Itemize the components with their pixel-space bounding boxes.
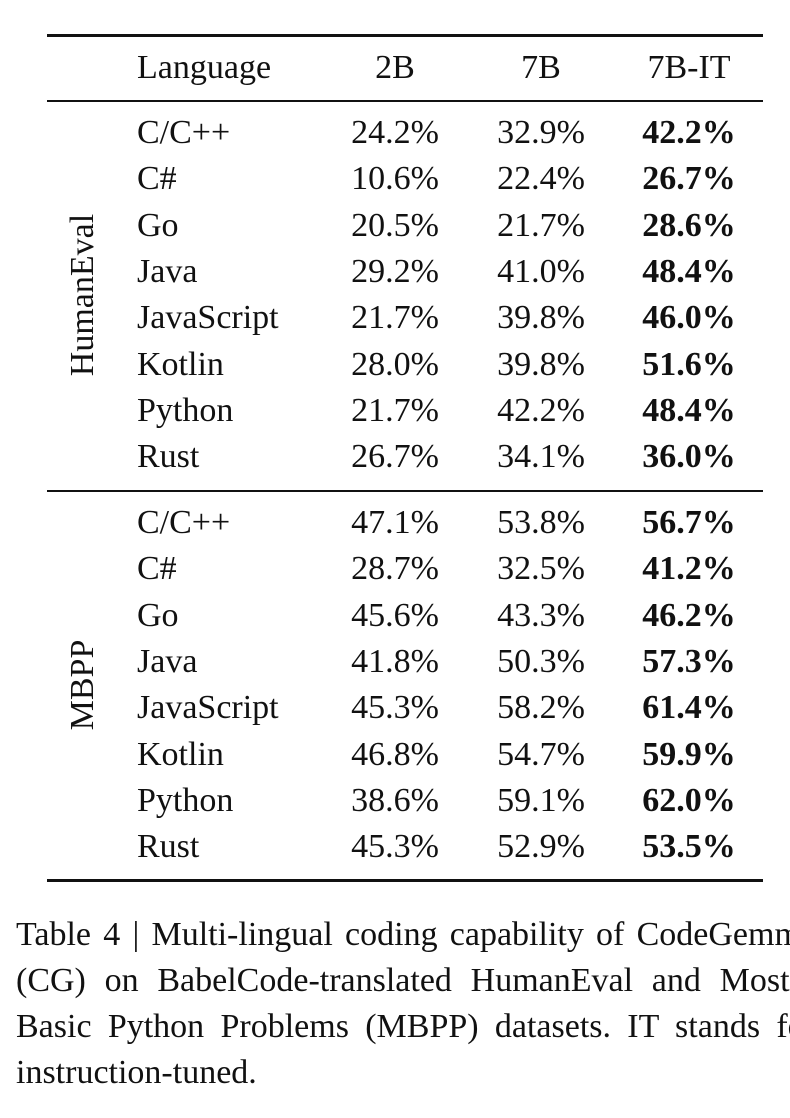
top-rule [47, 34, 763, 37]
column-header: Language [137, 49, 272, 86]
score: 41.2% [642, 550, 736, 588]
score: 29.2% [351, 252, 439, 290]
score: 42.2% [497, 391, 585, 429]
score: 43.3% [497, 596, 585, 634]
score: 39.8% [497, 345, 585, 383]
score: 26.7% [351, 438, 439, 476]
score: 46.8% [351, 735, 439, 773]
column-header: 7B-IT [647, 49, 731, 86]
score: 32.9% [497, 114, 585, 151]
score: 36.0% [642, 438, 736, 476]
score: 24.2% [351, 114, 439, 151]
score: 45.3% [351, 689, 439, 727]
score: 10.6% [351, 160, 439, 198]
score: 46.2% [642, 596, 736, 634]
language: Kotlin [137, 735, 224, 773]
language: Go [137, 596, 179, 634]
language: Python [137, 391, 234, 429]
language: Rust [137, 438, 200, 476]
score: 28.6% [642, 206, 736, 244]
score: 53.5% [642, 828, 736, 866]
group-label: MBPP [64, 639, 101, 731]
score: 28.7% [351, 550, 439, 588]
column-header: 7B [521, 49, 561, 86]
language: Java [137, 642, 198, 680]
score: 48.4% [642, 252, 736, 290]
score: 21.7% [497, 206, 585, 244]
caption: Table 4 | Multi-lingual coding capabilit… [16, 916, 790, 1091]
score: 41.8% [351, 642, 439, 680]
score: 32.5% [497, 550, 585, 588]
score: 46.0% [642, 299, 736, 337]
score: 41.0% [497, 252, 585, 290]
score: 21.7% [351, 391, 439, 429]
language: JavaScript [137, 689, 279, 727]
score: 53.8% [497, 504, 585, 541]
language: Rust [137, 828, 200, 866]
score: 45.6% [351, 596, 439, 634]
score: 52.9% [497, 828, 585, 866]
score: 56.7% [642, 504, 736, 541]
group-rule [47, 490, 763, 492]
language: Kotlin [137, 345, 224, 383]
score: 39.8% [497, 299, 585, 337]
score: 59.1% [497, 781, 585, 819]
column-header: 2B [375, 49, 415, 86]
language: JavaScript [137, 299, 279, 337]
score: 62.0% [642, 781, 736, 819]
score: 22.4% [497, 160, 585, 198]
score: 57.3% [642, 642, 736, 680]
bottom-rule [47, 879, 763, 882]
score: 59.9% [642, 735, 736, 773]
score: 28.0% [351, 345, 439, 383]
score: 47.1% [351, 504, 439, 541]
score: 26.7% [642, 160, 736, 198]
score: 58.2% [497, 689, 585, 727]
header-rule [47, 100, 763, 102]
score: 42.2% [642, 114, 736, 151]
score: 51.6% [642, 345, 736, 383]
score: 20.5% [351, 206, 439, 244]
score: 50.3% [497, 642, 585, 680]
score: 54.7% [497, 735, 585, 773]
language: Java [137, 252, 198, 290]
language: C# [137, 550, 177, 588]
score: 61.4% [642, 689, 736, 727]
score: 38.6% [351, 781, 439, 819]
language: Python [137, 781, 234, 819]
score: 34.1% [497, 438, 585, 476]
language: C/C++ [137, 114, 231, 151]
language: C/C++ [137, 504, 231, 541]
score: 48.4% [642, 391, 736, 429]
group-label: HumanEval [64, 213, 101, 377]
language: Go [137, 206, 179, 244]
score: 21.7% [351, 299, 439, 337]
score: 45.3% [351, 828, 439, 866]
language: C# [137, 160, 177, 198]
